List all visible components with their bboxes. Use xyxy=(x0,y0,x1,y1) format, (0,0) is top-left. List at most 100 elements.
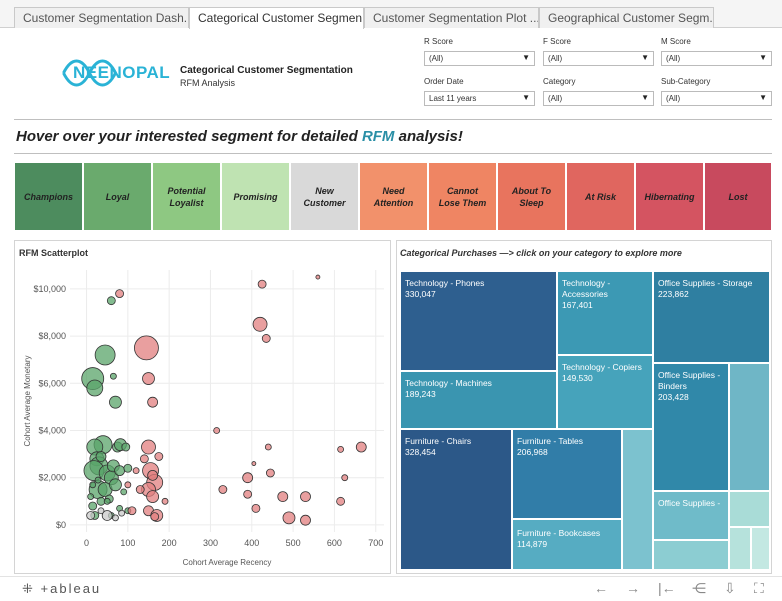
segment-potential-loyalist[interactable]: Potential Loyalist xyxy=(152,162,221,231)
scatter-point-red[interactable] xyxy=(277,491,289,502)
scatter-point-green[interactable] xyxy=(109,372,117,380)
scatter-point-green[interactable] xyxy=(86,379,104,397)
scatter-point-red[interactable] xyxy=(141,439,156,455)
treemap-technology-machines[interactable]: Technology - Machines 189,243 xyxy=(400,371,557,429)
tab-geographical-customer-segmentation[interactable]: Geographical Customer Segm... xyxy=(539,7,714,28)
scatter-point-red[interactable] xyxy=(261,334,271,343)
segment-cannot-lose-them[interactable]: Cannot Lose Them xyxy=(428,162,497,231)
scatter-point-gray[interactable] xyxy=(112,514,119,522)
scatter-point-gray[interactable] xyxy=(97,507,105,515)
filter-f-score[interactable]: (All) ▼ xyxy=(543,51,654,66)
treemap-cell-minor[interactable] xyxy=(729,527,751,570)
scatter-point-green[interactable] xyxy=(94,476,102,484)
segment-need-attention[interactable]: Need Attention xyxy=(359,162,428,231)
scatter-point-red[interactable] xyxy=(257,279,267,289)
scatter-point-red[interactable] xyxy=(355,441,367,453)
scatter-point-green[interactable] xyxy=(87,493,95,500)
scatter-point-red[interactable] xyxy=(265,468,275,478)
scatter-point-green[interactable] xyxy=(109,395,122,409)
scatter-point-green[interactable] xyxy=(103,497,111,505)
scatter-point-red[interactable] xyxy=(264,443,272,451)
scatter-point-red[interactable] xyxy=(127,506,137,516)
scatter-point-red[interactable] xyxy=(300,514,311,526)
segment-champions[interactable]: Champions xyxy=(14,162,83,231)
scatter-point-green[interactable] xyxy=(109,478,122,492)
treemap-cell-minor[interactable] xyxy=(653,540,729,570)
scatter-point-gray[interactable] xyxy=(101,510,113,521)
scatter-point-red[interactable] xyxy=(147,469,159,481)
scatter-point-red[interactable] xyxy=(134,335,159,361)
scatter-point-red[interactable] xyxy=(213,427,221,434)
scatter-point-red[interactable] xyxy=(147,396,159,408)
scatter-point-red[interactable] xyxy=(243,489,253,499)
treemap-cell-minor[interactable] xyxy=(729,491,770,527)
treemap-furniture-tables[interactable]: Furniture - Tables 206,968 xyxy=(512,429,622,519)
treemap-office-supplies-binders[interactable]: Office Supplies - Binders 203,428 xyxy=(653,363,729,491)
segment-lost[interactable]: Lost xyxy=(704,162,772,231)
scatter-point-green[interactable] xyxy=(88,501,98,511)
treemap-cell-minor[interactable] xyxy=(751,527,770,570)
treemap-technology-accessories[interactable]: Technology - Accessories 167,401 xyxy=(557,271,653,355)
scatter-point-red[interactable] xyxy=(142,372,155,385)
filter-r-score[interactable]: (All) ▼ xyxy=(424,51,535,66)
fullscreen-icon[interactable]: ⛶ xyxy=(754,580,764,596)
tab-customer-segmentation-dashboard[interactable]: Customer Segmentation Dash... xyxy=(14,7,189,28)
filter-category[interactable]: (All) ▼ xyxy=(543,91,654,106)
treemap-office-supplies-storage[interactable]: Office Supplies - Storage 223,862 xyxy=(653,271,770,363)
scatter-point-red[interactable] xyxy=(124,481,132,489)
segment-new-customer[interactable]: New Customer xyxy=(290,162,359,231)
treemap-technology-phones[interactable]: Technology - Phones 330,047 xyxy=(400,271,557,371)
scatter-point-red[interactable] xyxy=(218,485,228,494)
rfm-scatterplot[interactable]: $0 $2,000 $4,000 $6,000 $8,000 $10,000 0 100 200… xyxy=(14,262,391,572)
treemap-furniture-bookcases[interactable]: Furniture - Bookcases 114,879 xyxy=(512,519,622,570)
tab-categorical-customer-segmentation[interactable]: Categorical Customer Segmen... xyxy=(189,7,364,29)
scatter-point-green[interactable] xyxy=(120,488,128,496)
treemap-technology-copiers[interactable]: Technology - Copiers 149,530 xyxy=(557,355,653,429)
segment-at-risk[interactable]: At Risk xyxy=(566,162,635,231)
redo-icon[interactable]: → xyxy=(626,580,640,596)
scatter-point-green[interactable] xyxy=(123,463,133,473)
filter-order-date[interactable]: Last 11 years ▼ xyxy=(424,91,535,106)
scatter-point-green[interactable] xyxy=(106,296,116,306)
scatter-point-red[interactable] xyxy=(251,461,257,466)
scatter-point-red[interactable] xyxy=(341,474,349,482)
treemap-furniture-furnishings[interactable] xyxy=(622,429,653,570)
scatter-point-red[interactable] xyxy=(150,512,160,522)
share-icon[interactable]: ⋲ xyxy=(692,580,706,596)
segment-about-to-sleep[interactable]: About To Sleep xyxy=(497,162,566,231)
scatter-point-red[interactable] xyxy=(336,496,346,506)
segment-promising[interactable]: Promising xyxy=(221,162,290,231)
segment-loyal[interactable]: Loyal xyxy=(83,162,152,231)
scatter-point-red[interactable] xyxy=(337,445,345,453)
scatter-point-green[interactable] xyxy=(89,481,97,489)
scatter-point-green[interactable] xyxy=(94,344,116,366)
scatter-point-red[interactable] xyxy=(135,485,145,494)
scatter-point-red[interactable] xyxy=(252,316,268,332)
scatter-point-green[interactable] xyxy=(121,442,131,452)
treemap-office-supplies-other[interactable] xyxy=(729,363,770,491)
scatter-point-red[interactable] xyxy=(251,503,261,513)
tab-customer-segmentation-plot[interactable]: Customer Segmentation Plot ... xyxy=(364,7,539,28)
treemap-furniture-chairs[interactable]: Furniture - Chairs 328,454 xyxy=(400,429,512,570)
segment-hibernating[interactable]: Hibernating xyxy=(635,162,704,231)
scatter-point-red[interactable] xyxy=(146,490,160,503)
scatter-point-gray[interactable] xyxy=(118,509,126,517)
scatter-point-gray[interactable] xyxy=(86,511,96,520)
scatter-point-green[interactable] xyxy=(114,465,125,477)
scatter-point-red[interactable] xyxy=(300,491,311,502)
treemap-office-supplies-small[interactable]: Office Supplies - xyxy=(653,491,729,540)
download-icon[interactable]: ⇩ xyxy=(724,580,736,596)
scatter-point-red[interactable] xyxy=(282,511,296,525)
revert-icon[interactable]: |← xyxy=(658,580,676,596)
scatter-point-red[interactable] xyxy=(139,454,149,464)
tableau-logo[interactable]: ⁜ +ableau xyxy=(22,581,101,597)
undo-icon[interactable]: ← xyxy=(594,580,608,596)
filter-m-score[interactable]: (All) ▼ xyxy=(661,51,772,66)
filter-sub-category[interactable]: (All) ▼ xyxy=(661,91,772,106)
scatter-point-green[interactable] xyxy=(95,451,107,462)
scatter-point-red[interactable] xyxy=(315,274,321,280)
scatter-point-red[interactable] xyxy=(115,289,124,299)
scatter-point-red[interactable] xyxy=(154,452,164,461)
scatter-point-red[interactable] xyxy=(132,467,140,475)
scatter-point-red[interactable] xyxy=(161,497,169,505)
